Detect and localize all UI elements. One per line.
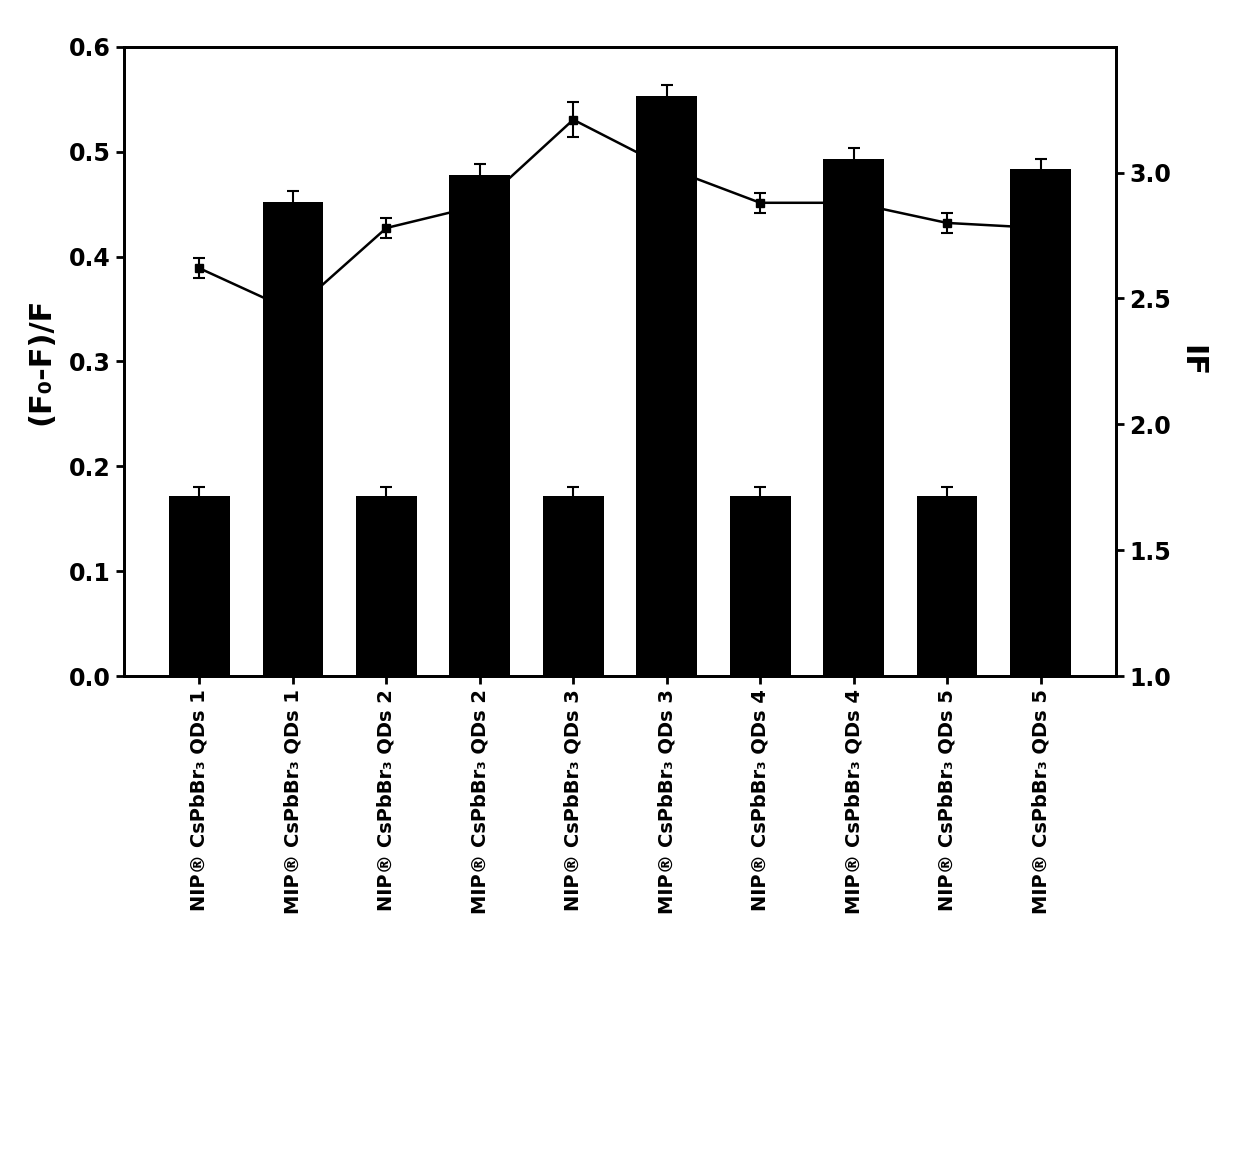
Bar [823, 159, 884, 676]
Bar [730, 496, 791, 676]
Bar [1011, 169, 1071, 676]
Bar [636, 96, 697, 676]
Y-axis label: (F₀-F)/F: (F₀-F)/F [26, 297, 55, 426]
Bar [263, 202, 324, 676]
Bar [356, 496, 417, 676]
Y-axis label: IF: IF [1177, 345, 1205, 378]
Bar [169, 496, 229, 676]
Bar [543, 496, 604, 676]
Bar [449, 175, 510, 676]
Bar [916, 496, 977, 676]
